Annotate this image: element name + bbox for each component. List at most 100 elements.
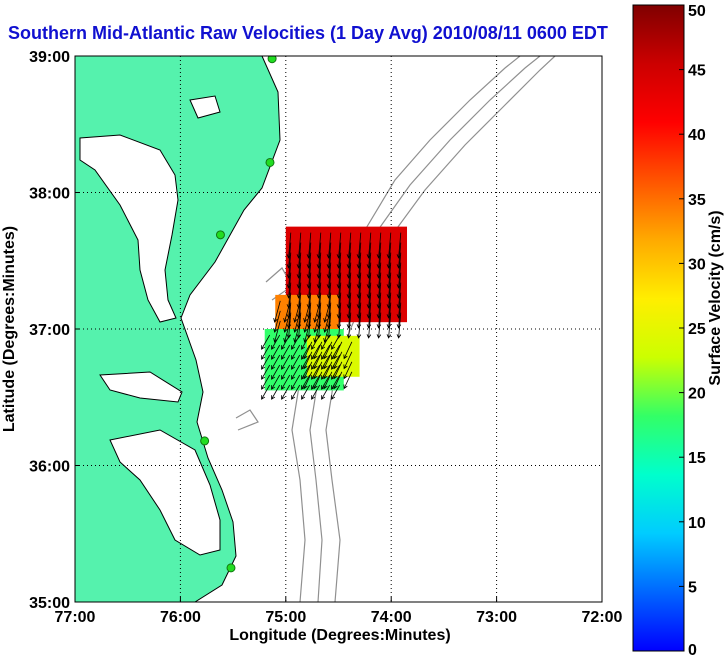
velocity-vector (333, 341, 343, 360)
velocity-field (261, 226, 408, 400)
velocity-vector (286, 232, 292, 259)
velocity-vector (313, 341, 323, 360)
velocity-vector (396, 242, 402, 269)
velocity-vector (291, 354, 301, 370)
velocity-vector (321, 384, 331, 400)
velocity-vector (336, 292, 342, 319)
velocity-vector (281, 364, 291, 380)
colorbar-tick-label: 40 (688, 127, 706, 144)
velocity-vector (326, 272, 332, 299)
velocity-vector (291, 364, 301, 380)
land-layer (75, 56, 281, 602)
velocity-vector (396, 272, 402, 299)
albemarle-sound (99, 371, 183, 403)
velocity-vector (273, 300, 281, 323)
velocity-vector (261, 364, 271, 380)
velocity-vector (271, 374, 281, 390)
velocity-vector (386, 302, 392, 329)
velocity-vector (336, 232, 342, 259)
velocity-vector (386, 272, 392, 299)
velocity-vector (331, 334, 341, 350)
velocity-vector (336, 282, 342, 309)
velocity-vector (396, 302, 402, 329)
velocity-vector (306, 272, 312, 299)
colorbar-tick-label: 45 (688, 63, 706, 80)
velocity-vector (396, 282, 402, 309)
velocity-vector (343, 351, 353, 370)
velocity-vector (356, 302, 362, 329)
velocity-vector (281, 344, 291, 360)
velocity-vector (301, 384, 311, 400)
velocity-vector (396, 252, 402, 279)
velocity-vector (273, 310, 281, 333)
velocity-vector (356, 242, 362, 269)
y-axis-label: Latitude (Degrees:Minutes) (1, 226, 18, 432)
y-tick-label: 38:00 (29, 186, 70, 203)
velocity-vector (321, 334, 331, 350)
x-tick-label: 74:00 (371, 609, 412, 626)
velocity-vector (376, 312, 382, 339)
velocity-vector (271, 364, 281, 380)
latitude-ticks: 39:00 38:00 37:00 36:00 35:00 (29, 49, 80, 612)
velocity-vector (316, 272, 322, 299)
velocity-vector (313, 351, 323, 370)
velocity-vector (261, 374, 271, 390)
velocity-vector (336, 262, 342, 289)
velocity-vector (366, 242, 372, 269)
velocity-vector (301, 334, 311, 350)
velocity-vector (366, 292, 372, 319)
velocity-vector (356, 272, 362, 299)
velocity-vector (346, 232, 352, 259)
radar-station-marker (265, 157, 275, 167)
velocity-vector (271, 354, 281, 370)
velocity-vector (316, 242, 322, 269)
velocity-vector (271, 344, 281, 360)
velocity-vector (386, 312, 392, 339)
velocity-vector (346, 282, 352, 309)
velocity-vector (331, 384, 341, 400)
velocity-vector (283, 300, 291, 323)
velocity-vector (316, 252, 322, 279)
velocity-vector (333, 351, 343, 370)
velocity-vector (296, 232, 302, 259)
velocity-vector (291, 384, 301, 400)
velocity-vector (281, 384, 291, 400)
x-tick-label: 75:00 (265, 609, 306, 626)
velocity-vector (346, 252, 352, 279)
colorbar-tick-label: 20 (688, 386, 706, 403)
velocity-vector (346, 262, 352, 289)
velocity-vector (316, 232, 322, 259)
velocity-vector (346, 272, 352, 299)
velocity-vector (336, 272, 342, 299)
velocity-vector (346, 242, 352, 269)
velocity-vector (316, 262, 322, 289)
velocity-vector (386, 262, 392, 289)
velocity-vector (286, 252, 292, 279)
velocity-vector (366, 302, 372, 329)
velocity-vector (291, 344, 301, 360)
velocity-vector (336, 302, 342, 329)
velocity-vector (336, 312, 342, 339)
radar-station-marker (226, 563, 236, 573)
velocity-vector (303, 341, 313, 360)
velocity-vector (366, 312, 372, 339)
velocity-vector (386, 252, 392, 279)
velocity-vector (293, 310, 301, 333)
velocity-vector (271, 384, 281, 400)
velocity-vector (313, 300, 321, 323)
velocity-vector (296, 272, 302, 299)
velocity-vector (291, 374, 301, 390)
velocity-vector (346, 302, 352, 329)
velocity-vector (316, 312, 322, 339)
velocity-vector (396, 292, 402, 319)
pamlico-sound (109, 429, 221, 556)
velocity-vector (356, 262, 362, 289)
velocity-vector (323, 310, 331, 333)
x-axis-label: Longitude (Degrees:Minutes) (229, 627, 450, 644)
x-tick-label: 73:00 (476, 609, 517, 626)
velocity-vector (313, 361, 323, 380)
velocity-vector (346, 312, 352, 339)
velocity-vector (283, 310, 291, 333)
velocity-vector (396, 312, 402, 339)
velocity-vector (306, 252, 312, 279)
